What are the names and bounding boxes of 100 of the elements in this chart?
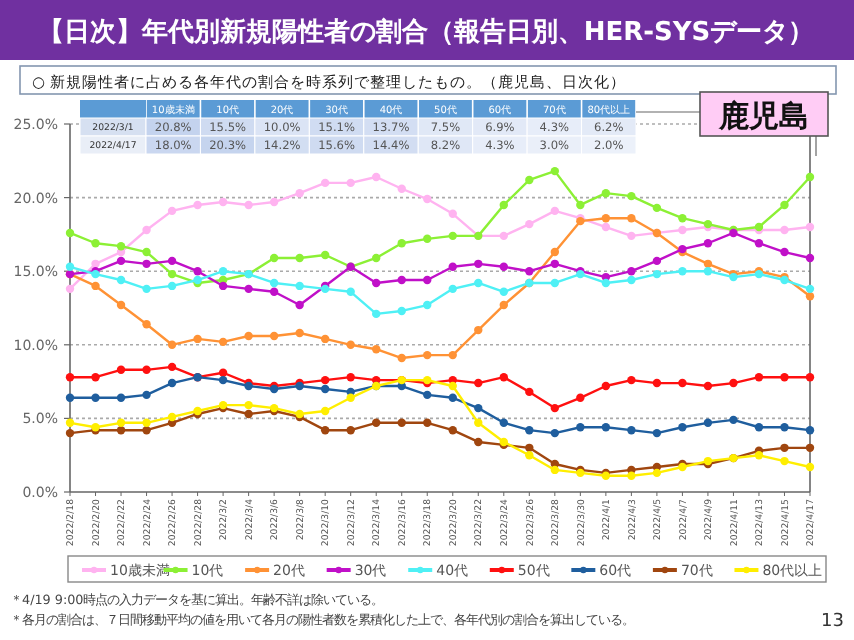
point bbox=[754, 423, 764, 432]
point bbox=[423, 194, 432, 204]
point bbox=[167, 412, 177, 422]
point bbox=[576, 200, 585, 210]
chart-title: 【日次】年代別新規陽性者の割合（報告日別、HER-SYSデータ） bbox=[37, 16, 815, 48]
point bbox=[525, 443, 534, 453]
point bbox=[295, 328, 304, 338]
point bbox=[754, 239, 764, 248]
point bbox=[116, 256, 126, 266]
point bbox=[678, 267, 687, 276]
point bbox=[116, 418, 126, 428]
point bbox=[423, 234, 432, 244]
point bbox=[218, 337, 228, 347]
point bbox=[780, 247, 789, 257]
point bbox=[167, 281, 177, 291]
point bbox=[525, 387, 534, 397]
point bbox=[142, 259, 151, 269]
point bbox=[499, 287, 508, 297]
point bbox=[550, 166, 560, 176]
point bbox=[474, 437, 483, 447]
point bbox=[346, 178, 355, 188]
point bbox=[91, 281, 100, 291]
point bbox=[91, 239, 100, 248]
point bbox=[678, 423, 687, 432]
point bbox=[652, 378, 662, 388]
point bbox=[499, 372, 508, 382]
point bbox=[193, 267, 202, 276]
point bbox=[116, 241, 126, 251]
point bbox=[448, 284, 457, 294]
point bbox=[193, 200, 202, 210]
point bbox=[550, 428, 560, 438]
point bbox=[346, 425, 355, 435]
point bbox=[218, 267, 228, 276]
point bbox=[142, 390, 151, 400]
point bbox=[218, 368, 228, 377]
point bbox=[550, 278, 560, 288]
point bbox=[525, 267, 534, 276]
point bbox=[269, 253, 279, 263]
point bbox=[142, 365, 151, 375]
point bbox=[295, 253, 304, 263]
point bbox=[244, 284, 253, 294]
point bbox=[601, 381, 611, 391]
point bbox=[601, 188, 611, 198]
point bbox=[372, 278, 381, 288]
point bbox=[295, 281, 304, 291]
point bbox=[805, 372, 815, 382]
point bbox=[397, 275, 406, 285]
point bbox=[65, 228, 75, 238]
point bbox=[525, 219, 534, 229]
point bbox=[269, 197, 279, 207]
point bbox=[678, 214, 687, 223]
point bbox=[703, 381, 713, 391]
point bbox=[805, 425, 815, 435]
point bbox=[167, 256, 177, 266]
point bbox=[244, 400, 253, 410]
point bbox=[269, 331, 279, 341]
point bbox=[423, 418, 432, 428]
point bbox=[729, 415, 738, 425]
point bbox=[142, 319, 151, 329]
point bbox=[703, 239, 713, 248]
point bbox=[448, 209, 457, 218]
point bbox=[576, 423, 585, 432]
point bbox=[627, 214, 636, 223]
point bbox=[805, 222, 815, 232]
point bbox=[805, 292, 815, 301]
point bbox=[320, 375, 330, 385]
point bbox=[550, 247, 560, 257]
point bbox=[448, 393, 457, 402]
point bbox=[576, 393, 585, 402]
point bbox=[499, 300, 508, 310]
point bbox=[244, 200, 253, 210]
point bbox=[269, 278, 279, 288]
annotation: 鹿児島 bbox=[717, 98, 809, 134]
point bbox=[448, 425, 457, 435]
point bbox=[346, 287, 355, 297]
point bbox=[269, 287, 279, 297]
point bbox=[372, 309, 381, 319]
point bbox=[525, 425, 534, 435]
point bbox=[678, 378, 687, 388]
point bbox=[805, 284, 815, 294]
point bbox=[627, 425, 636, 435]
point bbox=[116, 365, 126, 375]
point bbox=[116, 300, 126, 310]
point bbox=[627, 231, 636, 241]
text: 13 bbox=[821, 612, 844, 632]
point bbox=[397, 306, 406, 316]
point bbox=[423, 350, 432, 360]
point bbox=[142, 284, 151, 294]
point bbox=[754, 372, 764, 382]
point bbox=[627, 471, 636, 481]
point bbox=[372, 345, 381, 354]
point bbox=[320, 178, 330, 188]
point bbox=[754, 451, 764, 460]
point bbox=[499, 200, 508, 210]
point bbox=[423, 300, 432, 310]
point bbox=[601, 222, 611, 232]
point bbox=[780, 372, 789, 382]
point bbox=[601, 423, 611, 432]
point bbox=[65, 428, 75, 438]
point bbox=[703, 267, 713, 276]
